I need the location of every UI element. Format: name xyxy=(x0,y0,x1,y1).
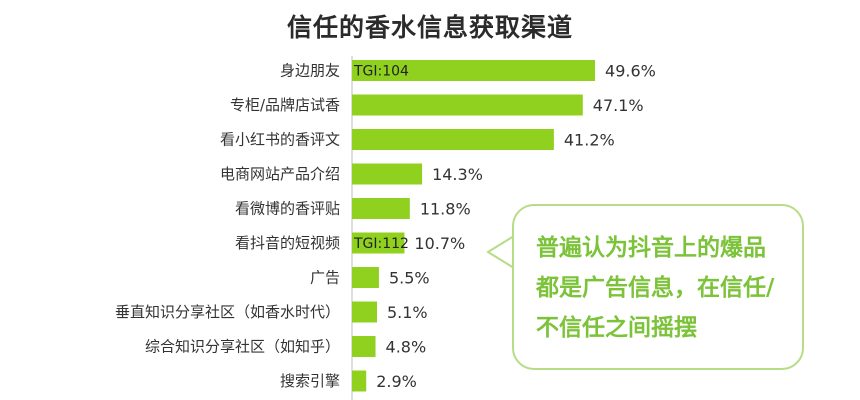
category-label: 专柜/品牌店试香 xyxy=(230,96,340,114)
bar xyxy=(352,60,596,81)
bar xyxy=(352,129,554,150)
category-label: 看微博的香评贴 xyxy=(235,200,340,218)
bar xyxy=(352,336,376,357)
category-label: 看抖音的短视频 xyxy=(235,234,340,252)
category-label: 电商网站产品介绍 xyxy=(220,165,340,183)
value-label: 5.5% xyxy=(389,269,430,288)
category-label: 综合知识分享社区（如知乎） xyxy=(145,338,340,356)
bar xyxy=(352,94,583,116)
value-label: 5.1% xyxy=(387,303,428,322)
value-label: 14.3% xyxy=(432,165,483,184)
bar xyxy=(352,232,405,254)
value-label: 41.2% xyxy=(564,131,615,150)
value-label: 10.7% xyxy=(414,234,465,253)
bar xyxy=(352,267,379,288)
tgi-annotation: TGI:104 xyxy=(353,64,409,80)
category-label: 看小红书的香评文 xyxy=(220,131,340,149)
value-label: 2.9% xyxy=(376,372,417,391)
value-label: 11.8% xyxy=(420,200,471,219)
tgi-annotation: TGI:112 xyxy=(353,236,409,252)
category-label: 垂直知识分享社区（如香水时代） xyxy=(115,303,340,321)
bar xyxy=(352,301,377,323)
category-label: 身边朋友 xyxy=(280,62,340,80)
callout-box: 普遍认为抖音上的爆品都是广告信息，在信任/不信任之间摇摆 xyxy=(512,204,804,370)
bar xyxy=(352,370,367,392)
chart-title: 信任的香水信息获取渠道 xyxy=(286,13,573,42)
value-label: 4.8% xyxy=(386,338,427,357)
bar xyxy=(352,198,410,219)
category-label: 搜索引擎 xyxy=(280,372,340,390)
callout-text: 普遍认为抖音上的爆品都是广告信息，在信任/不信任之间摇摆 xyxy=(536,235,775,341)
bar xyxy=(352,163,423,185)
callout-pointer xyxy=(486,235,515,269)
value-label: 49.6% xyxy=(605,62,656,81)
value-label: 47.1% xyxy=(593,96,644,115)
category-label: 广告 xyxy=(310,269,340,287)
